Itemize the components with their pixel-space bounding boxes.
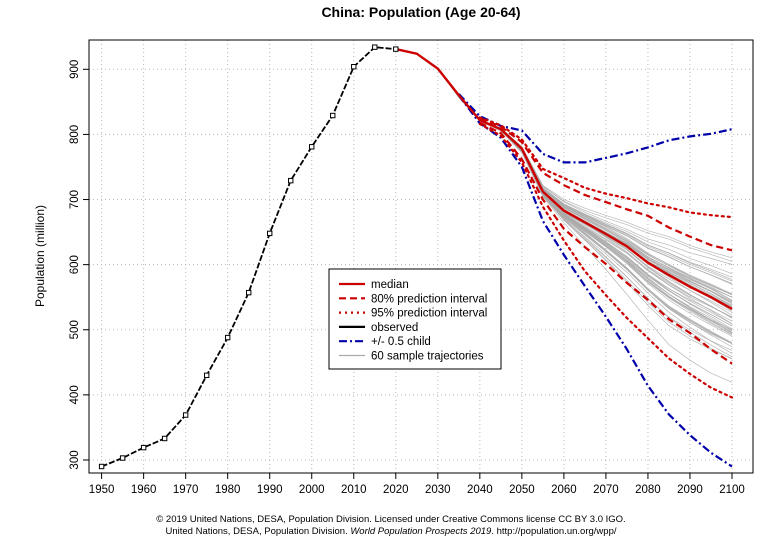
sample-trajectory <box>395 48 733 307</box>
x-tick-label: 2020 <box>383 484 409 496</box>
chart-title: China: Population (Age 20-64) <box>321 4 520 20</box>
sample-trajectory <box>395 48 733 296</box>
pi80-upper-line <box>479 117 733 252</box>
x-axis: 1950 1960 1970 1980 1990 2000 2010 2020 2030 2040… <box>89 473 745 496</box>
plot-frame <box>88 39 754 474</box>
observed-point <box>267 230 273 237</box>
y-tick-label: 900 <box>69 60 81 79</box>
sample-trajectory <box>395 48 733 303</box>
legend-box <box>328 268 502 370</box>
observed-point <box>330 112 336 119</box>
x-tick-label: 2060 <box>551 484 577 496</box>
x-tick-label: 2030 <box>425 484 451 496</box>
median-line <box>395 47 733 310</box>
observed-point <box>182 412 189 418</box>
x-tick-label: 1960 <box>131 484 157 496</box>
observed-point <box>372 44 378 50</box>
y-tick-label: 800 <box>69 125 81 144</box>
observed-markers <box>98 44 399 470</box>
sample-trajectory <box>395 48 733 295</box>
legend-label: median <box>371 279 409 291</box>
x-tick-label: 2070 <box>593 484 619 496</box>
legend-label: observed <box>371 322 418 334</box>
half-child-upper-line <box>458 93 733 164</box>
x-tick-label: 2080 <box>635 484 661 496</box>
observed-point <box>224 334 231 341</box>
x-tick-label: 1980 <box>215 484 241 496</box>
legend-label: 80% prediction interval <box>371 293 487 305</box>
observed-point <box>351 63 357 70</box>
observed-point <box>393 46 399 52</box>
footer-license: © 2019 United Nations, DESA, Population … <box>156 514 626 525</box>
x-tick-label: 1970 <box>173 484 199 496</box>
observed-point <box>288 177 294 184</box>
sample-trajectory <box>395 48 733 307</box>
sample-trajectory <box>395 48 733 296</box>
observed-point <box>98 463 105 470</box>
observed-point <box>119 455 126 461</box>
footer-citation: United Nations, DESA, Population Divisio… <box>0 526 782 538</box>
y-tick-label: 400 <box>69 385 81 404</box>
x-tick-label: 1990 <box>257 484 283 496</box>
y-tick-label: 300 <box>69 450 81 469</box>
footer-citation-title: World Population Prospects 2019 <box>350 526 492 537</box>
observed-point <box>161 435 168 442</box>
half-child-lower-line <box>457 94 733 468</box>
observed-point <box>203 372 210 379</box>
y-tick-label: 500 <box>69 320 81 339</box>
legend-label: 95% prediction interval <box>371 308 487 320</box>
observed-point <box>245 289 252 296</box>
x-tick-label: 2000 <box>299 484 325 496</box>
sample-trajectory <box>395 48 733 298</box>
y-axis: 300 400 500 600 700 800 900 <box>69 60 89 470</box>
footer-citation-pre: United Nations, DESA, Population Divisio… <box>165 526 351 537</box>
legend-label: +/- 0.5 child <box>371 336 431 348</box>
sample-trajectory <box>395 48 733 306</box>
y-axis-label: Population (million) <box>33 205 47 307</box>
footer-citation-post: . http://population.un.org/wpp/ <box>491 526 617 537</box>
footer-credit: © 2019 United Nations, DESA, Population … <box>0 514 782 538</box>
x-tick-label: 2050 <box>509 484 535 496</box>
y-tick-label: 600 <box>69 255 81 274</box>
y-tick-label: 700 <box>69 190 81 209</box>
sample-trajectory <box>395 48 733 295</box>
observed-line <box>101 46 396 468</box>
pi95-upper-line <box>478 116 734 219</box>
x-tick-label: 2040 <box>467 484 493 496</box>
chart-legend: median 80% prediction interval 95% predict… <box>328 268 502 370</box>
x-tick-label: 1950 <box>89 484 115 496</box>
legend-label: 60 sample trajectories <box>371 351 484 363</box>
pi80-lower-line <box>479 121 733 365</box>
x-tick-label: 2090 <box>677 484 703 496</box>
x-tick-label: 2010 <box>341 484 367 496</box>
sample-trajectory <box>395 48 733 282</box>
pi95-lower-line <box>478 122 734 399</box>
series-lines <box>101 46 734 468</box>
x-tick-label: 2100 <box>719 484 745 496</box>
observed-point <box>140 444 147 451</box>
observed-point <box>309 144 315 150</box>
